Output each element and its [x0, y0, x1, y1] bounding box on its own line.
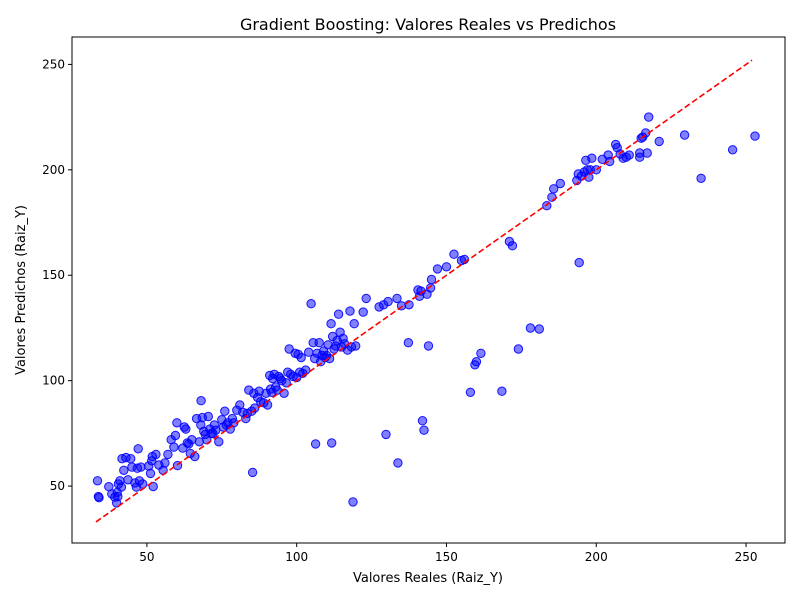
- y-tick-label: 250: [42, 57, 65, 71]
- data-point: [750, 131, 760, 141]
- data-point: [214, 437, 224, 447]
- data-point: [301, 365, 311, 375]
- data-point: [358, 307, 368, 317]
- x-axis-label: Valores Reales (Raiz_Y): [353, 571, 503, 586]
- plot-frame: [71, 36, 786, 544]
- data-point: [349, 319, 359, 329]
- data-point: [148, 481, 158, 492]
- data-point: [476, 348, 486, 358]
- data-point: [306, 299, 316, 309]
- data-point: [574, 257, 584, 268]
- data-point: [441, 262, 452, 272]
- data-point: [417, 416, 428, 426]
- x-tick-label: 150: [435, 550, 458, 564]
- data-point: [327, 438, 337, 448]
- y-axis-ticks: 50 100 150 200 250: [42, 57, 72, 493]
- data-point: [151, 449, 161, 460]
- data-point: [163, 449, 173, 460]
- data-point: [432, 264, 443, 274]
- data-point: [181, 424, 191, 434]
- data-point: [679, 130, 690, 140]
- y-tick-label: 100: [42, 374, 65, 388]
- y-axis-label: Valores Predichos (Raiz_Y): [14, 205, 29, 375]
- data-point: [92, 476, 103, 486]
- data-point: [403, 338, 414, 348]
- y-tick-label: 200: [42, 163, 65, 177]
- data-point: [333, 309, 344, 319]
- data-point: [426, 274, 437, 285]
- data-point: [281, 378, 291, 388]
- data-point: [113, 491, 123, 502]
- data-point: [119, 465, 129, 475]
- x-tick-label: 50: [139, 550, 154, 564]
- data-point: [361, 293, 371, 304]
- y-tick-label: 150: [42, 268, 65, 282]
- data-point: [220, 406, 230, 416]
- data-point: [170, 430, 181, 441]
- data-point: [348, 497, 358, 507]
- data-point: [525, 323, 536, 333]
- x-tick-label: 250: [735, 550, 758, 564]
- data-point: [642, 148, 652, 158]
- data-point: [549, 184, 559, 194]
- data-point: [381, 429, 391, 440]
- data-point: [196, 396, 206, 406]
- data-point: [138, 479, 148, 489]
- points-layer: [92, 112, 760, 508]
- reference-line-layer: [95, 59, 753, 523]
- data-point: [160, 458, 170, 468]
- data-point: [94, 493, 104, 503]
- data-point: [624, 150, 634, 160]
- data-point: [203, 411, 214, 422]
- data-point: [169, 442, 179, 452]
- data-point: [172, 418, 182, 428]
- data-point: [136, 462, 146, 472]
- data-point: [587, 153, 597, 163]
- data-point: [696, 173, 706, 184]
- data-point: [296, 352, 306, 363]
- data-point: [126, 454, 136, 464]
- data-point: [326, 319, 336, 329]
- data-point: [133, 444, 143, 454]
- data-point: [310, 439, 321, 449]
- x-tick-label: 100: [285, 550, 308, 564]
- data-point: [145, 468, 156, 479]
- data-point: [116, 482, 127, 492]
- data-point: [534, 324, 544, 334]
- x-axis-ticks: 50 100 150 200 250: [139, 543, 758, 564]
- data-point: [383, 296, 393, 307]
- data-point: [393, 458, 403, 468]
- y-tick-label: 50: [50, 479, 65, 493]
- data-point: [727, 145, 738, 155]
- data-point: [644, 112, 654, 122]
- data-point: [507, 241, 518, 251]
- data-point: [465, 387, 476, 397]
- data-point: [513, 344, 524, 354]
- data-point: [247, 467, 258, 478]
- data-point: [345, 306, 355, 316]
- data-point: [423, 341, 434, 351]
- data-point: [419, 425, 429, 435]
- data-point: [555, 178, 565, 189]
- data-point: [449, 249, 459, 259]
- data-point: [314, 338, 324, 348]
- reference-line: [95, 59, 753, 523]
- data-point: [471, 357, 482, 367]
- data-point: [497, 386, 507, 396]
- x-tick-label: 200: [585, 550, 608, 564]
- chart-title: Gradient Boosting: Valores Reales vs Pre…: [240, 15, 616, 34]
- data-point: [654, 136, 664, 147]
- data-point: [392, 293, 402, 304]
- data-point: [351, 341, 361, 351]
